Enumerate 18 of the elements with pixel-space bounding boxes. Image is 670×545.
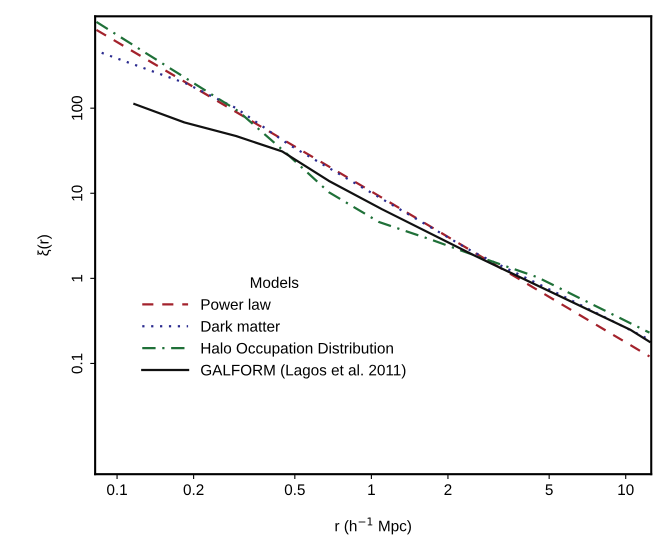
x-tick-label: 0.1 — [107, 484, 127, 496]
y-tick-label: 0.1 — [72, 354, 82, 374]
x-tick-label: 0.5 — [284, 484, 305, 496]
y-tick-label: 100 — [72, 96, 82, 120]
x-tick-label: 10 — [618, 484, 634, 496]
x-tick-label: 2 — [444, 484, 452, 495]
x-tick-label: 5 — [546, 484, 553, 496]
legend-title: Models — [250, 276, 298, 288]
x-axis-title: r (h$^{−1}$ Mpc) — [335, 518, 411, 534]
legend-label: Dark matter — [202, 320, 280, 332]
legend-label: Halo Occupation Distribution — [202, 342, 393, 357]
x-tick-label: 0.2 — [184, 484, 204, 496]
legend-label: Power law — [202, 298, 271, 310]
legend-label: GALFORM (Lagos et al. 2011) — [201, 364, 406, 379]
x-tick-label: 1 — [368, 484, 375, 495]
y-axis-title: ξ(r) — [37, 235, 52, 256]
y-tick-label: 10 — [72, 185, 82, 201]
y-tick-label: 1 — [72, 274, 82, 282]
